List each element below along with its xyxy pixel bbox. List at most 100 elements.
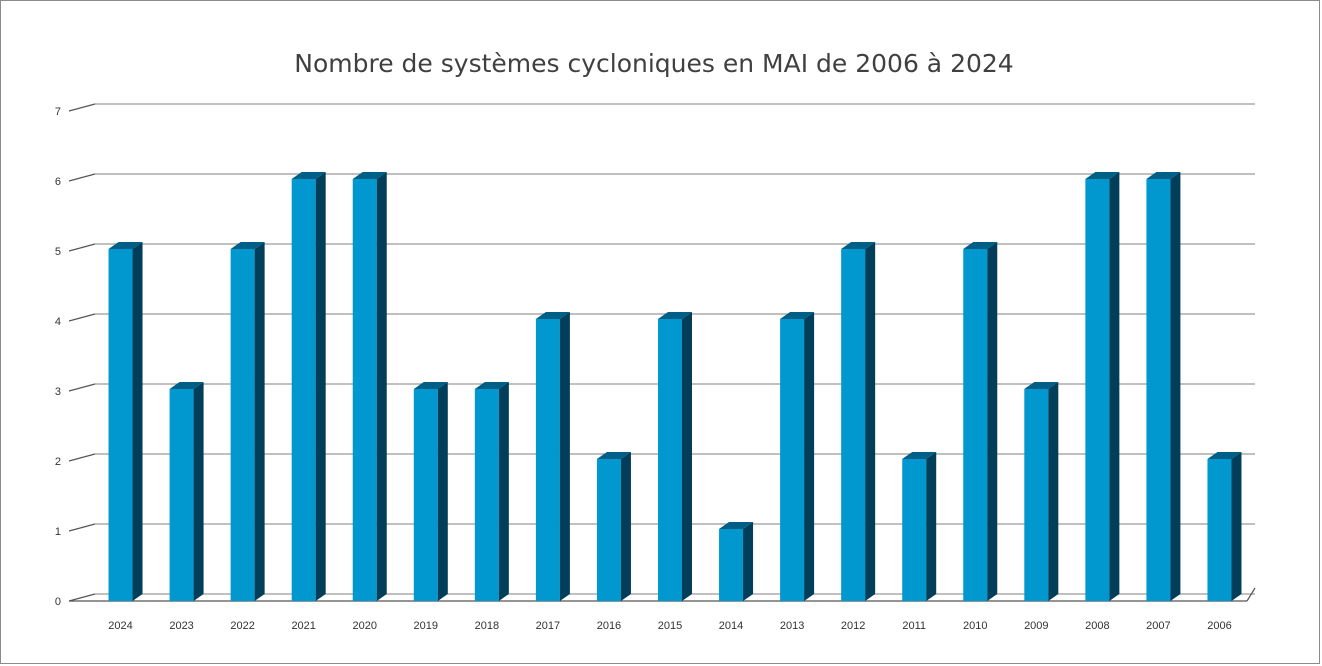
bar-front-2007: [1146, 179, 1171, 601]
x-tick-label: 2019: [414, 620, 438, 632]
bar-front-2013: [780, 319, 805, 601]
bar-front-2020: [352, 179, 377, 601]
y-tick-label: 6: [55, 176, 61, 188]
bar-top-2021: [291, 172, 326, 179]
bar-top-2022: [230, 242, 265, 249]
bar-front-2018: [474, 389, 499, 601]
x-tick-label: 2023: [169, 620, 193, 632]
gridline-depth-7: [68, 103, 96, 112]
bar-2016: [596, 452, 631, 601]
bar-side-2016: [620, 452, 631, 601]
bar-2012: [841, 242, 876, 601]
bar-2006: [1207, 452, 1242, 601]
bar-side-2007: [1170, 172, 1181, 601]
y-tick-label: 5: [55, 246, 61, 258]
bar-front-2024: [108, 249, 133, 601]
bar-top-2013: [780, 312, 815, 319]
x-tick-label: 2022: [230, 620, 254, 632]
bar-2019: [413, 382, 448, 601]
bar-2014: [719, 522, 754, 601]
bar-side-2024: [132, 242, 143, 601]
bar-top-2020: [352, 172, 387, 179]
x-tick-label: 2016: [597, 620, 621, 632]
floor-right-edge: [1246, 587, 1256, 602]
bar-top-2006: [1207, 452, 1242, 459]
bar-side-2019: [437, 382, 448, 601]
gridline-7: [68, 103, 1255, 112]
bar-2018: [474, 382, 509, 601]
y-tick-label: 7: [55, 106, 61, 118]
bar-side-2018: [498, 382, 509, 601]
bar-side-2009: [1048, 382, 1059, 601]
bar-side-2008: [1109, 172, 1120, 601]
x-tick-label: 2024: [108, 620, 132, 632]
bar-front-2009: [1024, 389, 1049, 601]
bar-2011: [902, 452, 937, 601]
x-tick-label: 2015: [658, 620, 682, 632]
x-tick-label: 2021: [291, 620, 315, 632]
bar-top-2018: [474, 382, 509, 389]
x-tick-label: 2008: [1085, 620, 1109, 632]
bar-side-2017: [559, 312, 570, 601]
bar-front-2014: [719, 529, 744, 601]
bar-2013: [780, 312, 815, 601]
x-tick-label: 2006: [1207, 620, 1231, 632]
y-tick-label: 3: [55, 386, 61, 398]
bar-2022: [230, 242, 265, 601]
bar-2017: [535, 312, 570, 601]
bar-side-2012: [865, 242, 876, 601]
x-tick-label: 2010: [963, 620, 987, 632]
y-tick-label: 1: [55, 526, 61, 538]
bar-2015: [658, 312, 692, 601]
x-tick-label: 2011: [902, 620, 926, 632]
x-tick-label: 2020: [352, 620, 376, 632]
x-tick-label: 2012: [841, 620, 865, 632]
bar-top-2014: [719, 522, 754, 529]
bar-2009: [1024, 382, 1059, 601]
y-axis-ticks: 0 1 2 3 4 5 6 7: [55, 106, 61, 608]
bar-side-2020: [376, 172, 387, 601]
bar-front-2008: [1085, 179, 1110, 601]
gridline-6: [68, 173, 1255, 182]
x-tick-label: 2007: [1146, 620, 1170, 632]
bar-2024: [108, 242, 143, 601]
x-axis-labels: 2024 2023 2022 2021 2020 2019 2018 2017 2016 2015…: [108, 620, 1231, 632]
gridline-5: [68, 243, 1255, 252]
bar-top-2024: [108, 242, 143, 249]
gridline-depth-5: [68, 243, 96, 252]
bar-2007: [1146, 172, 1181, 601]
bar-top-2008: [1085, 172, 1120, 179]
bar-side-2015: [682, 312, 692, 601]
gridline-depth-3: [68, 383, 96, 392]
bar-top-2007: [1146, 172, 1181, 179]
bar-2008: [1085, 172, 1120, 601]
gridline-depth-0: [68, 593, 96, 602]
bar-side-2022: [254, 242, 265, 601]
bar-top-2023: [169, 382, 204, 389]
bar-front-2022: [230, 249, 255, 601]
bar-side-2010: [987, 242, 998, 601]
bar-top-2009: [1024, 382, 1059, 389]
bar-top-2017: [535, 312, 570, 319]
bar-2020: [352, 172, 387, 601]
bar-top-2019: [413, 382, 448, 389]
bar-front-2017: [535, 319, 560, 601]
bar-side-2014: [743, 522, 754, 601]
x-tick-label: 2014: [719, 620, 743, 632]
bar-front-2012: [841, 249, 866, 601]
gridline-depth-6: [68, 173, 96, 182]
chart-title: Nombre de systèmes cycloniques en MAI de…: [294, 49, 1013, 78]
bar-front-2010: [963, 249, 988, 601]
bar-top-2012: [841, 242, 876, 249]
bar-top-2011: [902, 452, 937, 459]
bar-front-2006: [1207, 459, 1232, 601]
bar-2010: [963, 242, 998, 601]
bar-front-2016: [596, 459, 621, 601]
bar-2021: [291, 172, 326, 601]
y-tick-label: 0: [55, 596, 61, 608]
bar-top-2015: [658, 312, 692, 319]
bar-front-2023: [169, 389, 194, 601]
x-tick-label: 2009: [1024, 620, 1048, 632]
bar-top-2016: [596, 452, 631, 459]
